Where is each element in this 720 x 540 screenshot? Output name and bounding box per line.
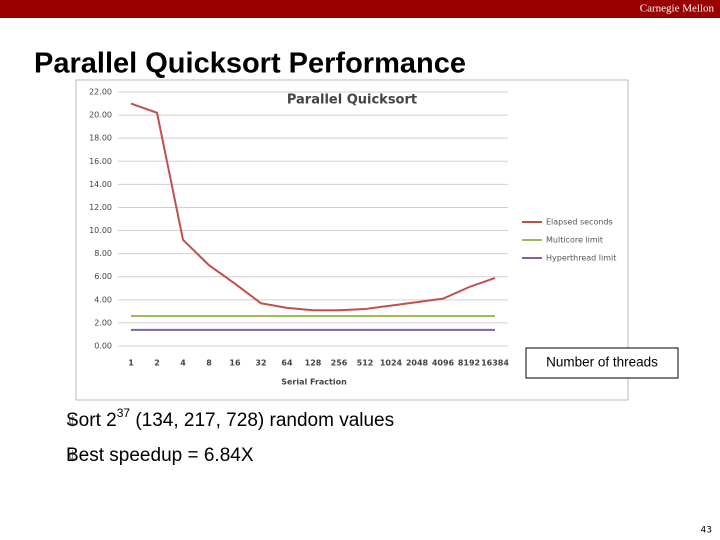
annotation-box <box>525 347 679 379</box>
x-tick-label: 128 <box>305 359 322 368</box>
series-line <box>130 102 496 312</box>
y-tick-label: 18.00 <box>89 134 112 143</box>
x-tick-label: 2048 <box>406 359 429 368</box>
bullet: Sort 237 (134, 217, 728) random values <box>66 406 394 431</box>
y-tick-label: 2.00 <box>94 318 112 327</box>
legend-label: Multicore limit <box>546 236 603 245</box>
y-tick-label: 10.00 <box>89 226 112 235</box>
y-tick-label: 8.00 <box>94 249 112 258</box>
x-tick-label: 16 <box>229 359 241 368</box>
legend-label: Elapsed seconds <box>546 218 613 227</box>
y-tick-label: 22.00 <box>89 88 112 97</box>
y-tick-label: 12.00 <box>89 203 112 212</box>
x-tick-label: 32 <box>255 359 266 368</box>
x-tick-label: 4096 <box>432 359 455 368</box>
legend-label: Hyperthread limit <box>546 254 616 263</box>
bullet-text: (134, 217, 728) random values <box>130 410 394 431</box>
bullet-icon: ¢ <box>68 414 76 429</box>
x-tick-label: 64 <box>281 359 293 368</box>
x-tick-label: 4 <box>180 359 186 368</box>
x-tick-label: 16384 <box>481 359 509 368</box>
y-tick-label: 6.00 <box>94 272 112 281</box>
x-tick-label: 256 <box>331 359 348 368</box>
y-tick-label: 4.00 <box>94 295 112 304</box>
x-tick-label: 1 <box>128 359 134 368</box>
chart-title: Parallel Quicksort <box>287 93 417 108</box>
x-tick-label: 8192 <box>458 359 480 368</box>
y-tick-label: 0.00 <box>94 342 112 351</box>
bullet-icon: ¢ <box>68 449 76 464</box>
bullet: Best speedup = 6.84X <box>66 445 254 466</box>
x-axis-title: Serial Fraction <box>281 378 347 387</box>
x-tick-label: 2 <box>154 359 160 368</box>
bullet-sup: 37 <box>117 406 131 420</box>
top-bar <box>0 0 720 18</box>
annotation: Number of threads <box>546 355 658 370</box>
y-tick-label: 20.00 <box>89 111 112 120</box>
brand: Carnegie Mellon <box>640 3 715 15</box>
y-tick-label: 16.00 <box>89 157 112 166</box>
y-tick-label: 14.00 <box>89 180 112 189</box>
plot: 0.00 2.00 4.00 6.00 8.00 10.00 12.00 14.00 16.00… <box>89 88 616 368</box>
x-tick-label: 8 <box>206 359 212 368</box>
slide-title: Parallel Quicksort Performance <box>34 48 466 80</box>
x-tick-label: 1024 <box>380 359 403 368</box>
x-tick-label: 512 <box>357 359 374 368</box>
bullet-text: Sort 2 <box>66 410 117 431</box>
page-number: 43 <box>701 526 712 536</box>
